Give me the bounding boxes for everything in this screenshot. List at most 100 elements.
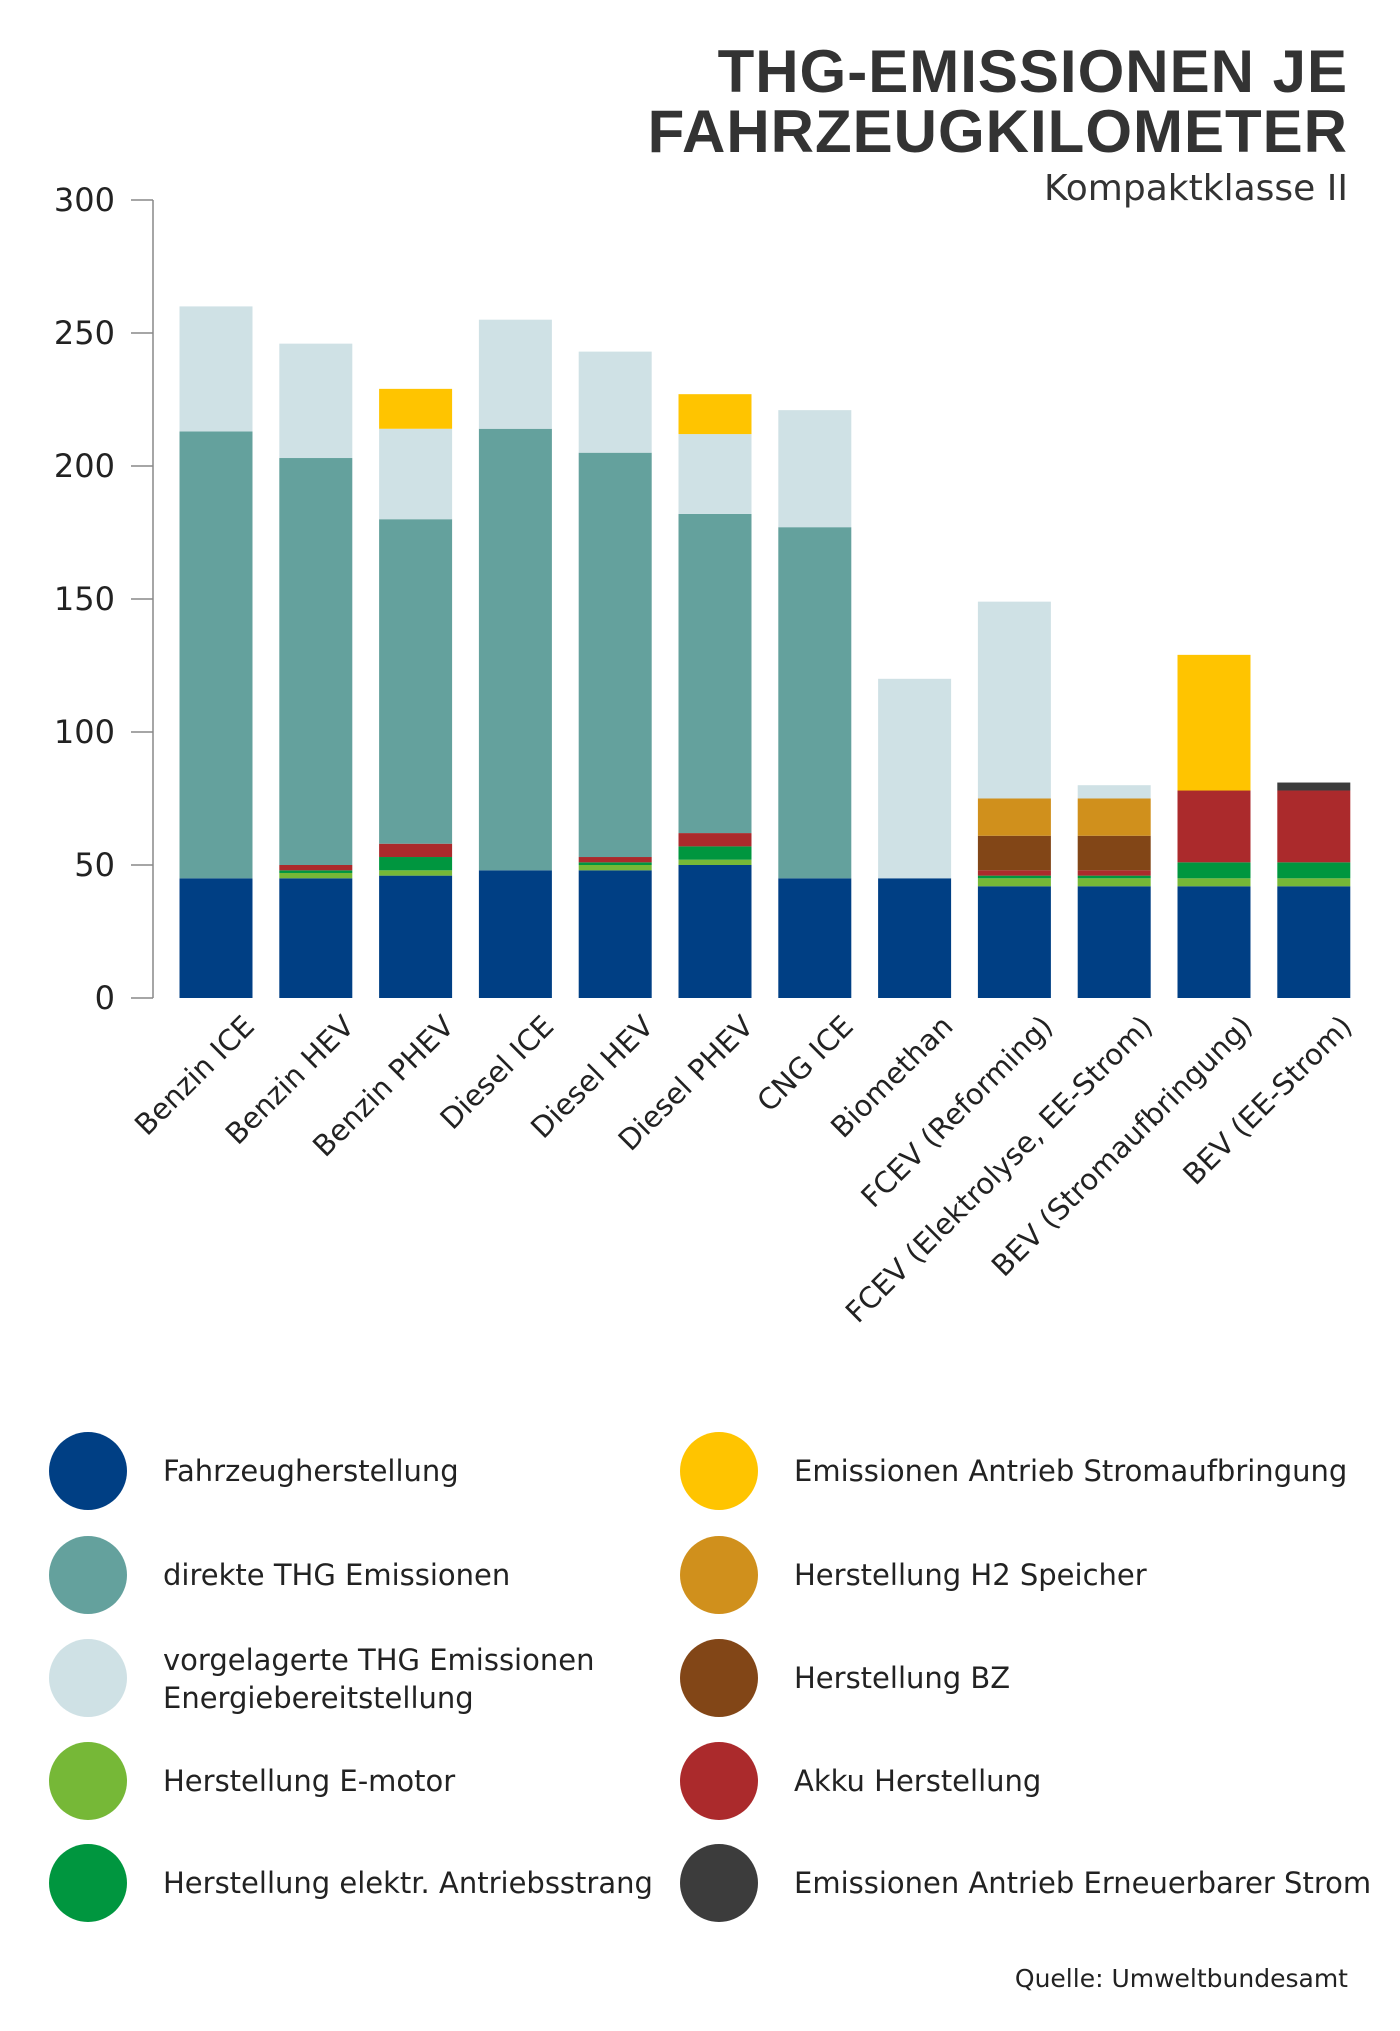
legend-item: Herstellung BZ xyxy=(680,1639,1010,1717)
bar-segment xyxy=(279,870,353,873)
bar-segment xyxy=(678,846,752,860)
legend-item: vorgelagerte THG Emissionen Energiebereit… xyxy=(49,1639,594,1717)
bar-segment xyxy=(279,865,353,871)
bar-segment xyxy=(1077,785,1151,799)
bar-segment xyxy=(578,351,652,453)
legend-label: Herstellung BZ xyxy=(794,1661,1010,1695)
bar-segment xyxy=(678,833,752,847)
bar-stack xyxy=(279,343,353,998)
bar-segment xyxy=(1277,862,1351,879)
legend-swatch xyxy=(49,1639,127,1717)
bar-segment xyxy=(778,527,852,879)
bar-segment xyxy=(279,343,353,459)
legend-swatch xyxy=(49,1536,127,1614)
bar-segment xyxy=(1277,886,1351,998)
bar-segment xyxy=(179,306,253,432)
bar-segment xyxy=(1277,878,1351,887)
bar-stack xyxy=(478,319,552,998)
bar-segment xyxy=(1177,878,1251,887)
bar-segment xyxy=(379,875,453,998)
bar-stack xyxy=(379,388,453,998)
y-tick-label: 150 xyxy=(54,580,115,618)
bar-segment xyxy=(678,865,752,998)
x-tick-label: BEV (EE-Strom) xyxy=(1176,1009,1358,1191)
legend-swatch xyxy=(49,1432,127,1510)
bar-stack xyxy=(778,410,852,998)
title-line-2: FAHRZEUGKILOMETER xyxy=(648,98,1348,165)
bar-segment xyxy=(279,872,353,879)
bar-segment xyxy=(977,798,1051,836)
bar-segment xyxy=(279,878,353,998)
bar-stack xyxy=(977,601,1051,998)
bar-segment xyxy=(1177,886,1251,998)
y-tick-label: 100 xyxy=(54,713,115,751)
chart-title: THG-EMISSIONEN JE FAHRZEUGKILOMETER xyxy=(648,38,1348,165)
legend-swatch xyxy=(49,1844,127,1922)
y-tick-label: 50 xyxy=(74,846,115,884)
legend-item: Herstellung elektr. Antriebsstrang xyxy=(49,1844,653,1922)
bar-segment xyxy=(1277,782,1351,791)
bar-segment xyxy=(578,452,652,858)
legend-label: Energiebereitstellung xyxy=(163,1681,474,1715)
bar-segment xyxy=(1077,870,1151,876)
legend-label: Fahrzeugherstellung xyxy=(163,1454,459,1488)
bar-segment xyxy=(778,410,852,528)
bar-stack xyxy=(1277,782,1351,998)
bar-stack xyxy=(578,351,652,998)
bar-segment xyxy=(1077,878,1151,887)
y-tick-label: 300 xyxy=(54,181,115,219)
bar-stack xyxy=(878,678,952,998)
x-tick-label: FCEV (Reforming) xyxy=(854,1009,1059,1214)
bar-segment xyxy=(379,519,453,844)
bar-segment xyxy=(379,857,453,871)
bar-segment xyxy=(1077,875,1151,879)
legend-item: Emissionen Antrieb Stromaufbringung xyxy=(680,1432,1347,1510)
legend-swatch xyxy=(680,1432,758,1510)
legend-label: Akku Herstellung xyxy=(794,1764,1041,1798)
legend-swatch xyxy=(49,1742,127,1820)
legend-item: direkte THG Emissionen xyxy=(49,1536,510,1614)
bar-segment xyxy=(379,428,453,520)
legend-label: Emissionen Antrieb Stromaufbringung xyxy=(794,1454,1347,1488)
bar-segment xyxy=(977,886,1051,998)
bar-segment xyxy=(778,878,852,998)
legend-item: Herstellung H2 Speicher xyxy=(680,1536,1147,1614)
bar-segment xyxy=(379,870,453,876)
legend-label: Emissionen Antrieb Erneuerbarer Strom xyxy=(794,1866,1371,1900)
bars xyxy=(179,306,1351,998)
bar-segment xyxy=(878,678,952,879)
bar-segment xyxy=(279,458,353,865)
legend-swatch xyxy=(680,1742,758,1820)
bar-segment xyxy=(977,601,1051,799)
bar-segment xyxy=(1177,862,1251,879)
bar-segment xyxy=(678,859,752,865)
bar-segment xyxy=(977,878,1051,887)
bar-segment xyxy=(678,434,752,514)
bar-segment xyxy=(878,878,952,998)
bar-segment xyxy=(379,843,453,858)
bar-segment xyxy=(977,870,1051,876)
bar-segment xyxy=(578,857,652,863)
y-axis: 0 50 100 150 200 250 300 xyxy=(54,181,154,1017)
legend-item: Fahrzeugherstellung xyxy=(49,1432,459,1510)
legend-swatch xyxy=(680,1844,758,1922)
y-tick-label: 250 xyxy=(54,314,115,352)
bar-segment xyxy=(478,428,552,871)
source-note: Quelle: Umweltbundesamt xyxy=(1015,1964,1348,1993)
bar-segment xyxy=(1277,790,1351,863)
bar-segment xyxy=(977,835,1051,871)
y-tick-label: 0 xyxy=(95,979,115,1017)
legend: Fahrzeugherstellung direkte THG Emissione… xyxy=(49,1432,1371,1922)
legend-item: Emissionen Antrieb Erneuerbarer Strom xyxy=(680,1844,1371,1922)
bar-segment xyxy=(578,865,652,871)
legend-label: direkte THG Emissionen xyxy=(163,1558,510,1592)
bar-segment xyxy=(578,862,652,865)
bar-segment xyxy=(678,394,752,435)
legend-swatch xyxy=(680,1536,758,1614)
bar-stack xyxy=(1077,785,1151,998)
legend-swatch xyxy=(680,1639,758,1717)
legend-label: Herstellung elektr. Antriebsstrang xyxy=(163,1866,653,1900)
bar-segment xyxy=(1177,790,1251,863)
legend-label: vorgelagerte THG Emissionen xyxy=(163,1643,594,1677)
